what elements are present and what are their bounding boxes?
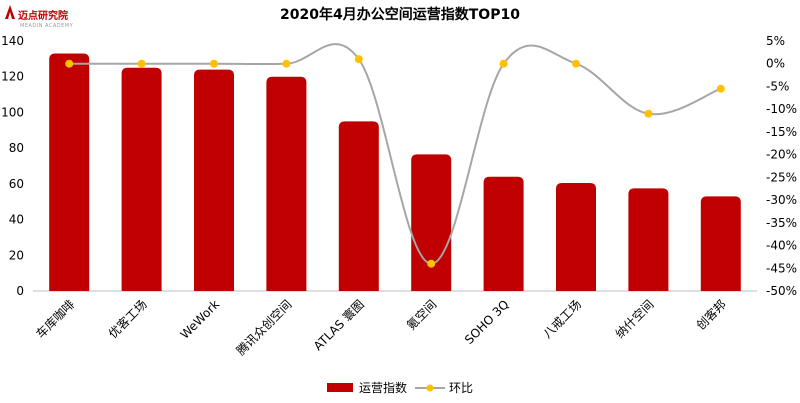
line-point [210, 59, 218, 68]
line-point [137, 59, 146, 68]
line-point [499, 59, 508, 68]
legend-item-bar: 运营指数 [326, 379, 407, 396]
x-tick-label: 腾讯众创空间 [233, 297, 295, 359]
y-right-tick-label: -50% [766, 284, 797, 298]
x-tick-label: 八戒工场 [540, 297, 584, 341]
legend-label-line: 环比 [449, 381, 474, 395]
chart-canvas: 0 20 40 60 80 100 120 140 -50% -45% -40% -35% -30% -2… [1, 34, 797, 359]
x-tick-label: ATLAS 寰图 [310, 297, 367, 354]
x-tick-label: 创客邦 [693, 297, 729, 333]
x-tick-label: 纳什空间 [613, 297, 657, 341]
bar [700, 196, 741, 291]
y-left-tick-label: 120 [1, 70, 24, 84]
line-point [427, 259, 436, 268]
legend-line-swatch [415, 384, 445, 391]
line-point [282, 59, 291, 68]
y-right-tick-label: -35% [766, 216, 797, 230]
logo-name: 迈点研究院 [18, 11, 68, 22]
line-point [716, 84, 725, 93]
line-point [65, 59, 74, 68]
bar [49, 53, 90, 291]
line-point [572, 59, 580, 68]
y-right-tick-label: 5% [766, 34, 785, 48]
y-left-tick-label: 140 [1, 34, 24, 48]
y-right-tick-label: 0% [766, 57, 785, 71]
legend-item-line: 环比 [415, 379, 473, 396]
y-right-tick-label: -40% [766, 239, 797, 253]
x-tick-label: 车库咖啡 [33, 297, 78, 342]
x-tick-label: SOHO 3Q [462, 297, 512, 347]
y-right-tick-label: -45% [766, 261, 797, 275]
y-left-tick-label: 60 [9, 177, 24, 191]
y-right-tick-label: -15% [766, 125, 797, 139]
x-tick-label: 氪空间 [403, 297, 439, 333]
y-left-tick-label: 0 [16, 284, 24, 298]
bar [338, 121, 379, 291]
legend-label-bar: 运营指数 [358, 381, 407, 395]
y-right-tick-label: -25% [766, 170, 797, 184]
line-point [644, 109, 653, 118]
y-left-tick-label: 20 [9, 248, 24, 262]
bar [483, 176, 524, 291]
bar [121, 67, 162, 292]
x-tick-label: 优客工场 [105, 297, 150, 342]
bar [266, 76, 307, 291]
y-left-tick-label: 80 [9, 141, 24, 155]
chart-legend: 运营指数 环比 [0, 379, 800, 396]
y-right-tick-label: -30% [766, 193, 797, 207]
y-right-tick-label: -5% [766, 79, 789, 93]
logo-icon [5, 5, 15, 19]
brand-logo: 迈点研究院 MEADIN ACADEMY [4, 4, 78, 32]
legend-bar-swatch [326, 383, 353, 392]
y-right-tick-label: -10% [766, 102, 797, 116]
logo-subtitle: MEADIN ACADEMY [20, 23, 74, 29]
chart-title: 2020年4月办公空间运营指数TOP10 [280, 7, 520, 23]
x-tick-label: WeWork [178, 297, 223, 342]
y-right-tick-label: -20% [766, 148, 797, 162]
series-line-huanbi [69, 43, 722, 265]
bar [194, 69, 234, 291]
line-point [354, 55, 363, 64]
bar [411, 154, 452, 291]
bar [628, 188, 669, 291]
bar [556, 182, 596, 291]
y-left-tick-label: 40 [9, 213, 24, 227]
y-left-tick-label: 100 [1, 105, 24, 119]
